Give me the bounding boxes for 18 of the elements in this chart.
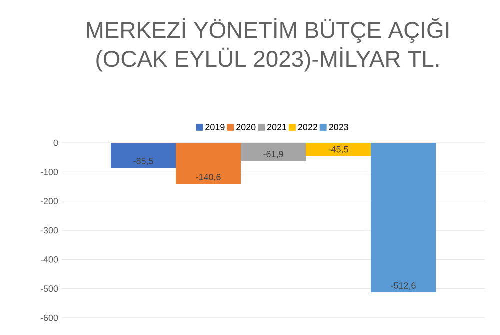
legend-label: 2019 (206, 124, 225, 130)
legend-label: 2021 (267, 124, 287, 130)
y-tick-label: -400 (40, 256, 58, 263)
legend-label: 2023 (329, 124, 348, 130)
y-tick-label: -100 (40, 168, 58, 176)
legend-label: 2022 (298, 124, 318, 130)
data-label: -140,6 (196, 174, 221, 182)
y-tick-label: -600 (40, 314, 58, 322)
chart-title: MERKEZİ YÖNETİM BÜTÇE AÇIĞI (OCAK EYLÜL 2023)-MİLYAR TL. (87, 18, 449, 72)
data-label: -512,6 (391, 282, 416, 290)
legend-label: 2020 (236, 124, 256, 130)
y-tick-label: -200 (40, 198, 58, 205)
data-label: -61,9 (264, 151, 284, 159)
y-tick-label: -500 (40, 286, 58, 292)
y-tick-label: -300 (40, 227, 58, 234)
data-label: -45,5 (328, 146, 348, 154)
data-label: -85,5 (134, 158, 154, 166)
y-tick-label: 0 (54, 140, 58, 146)
